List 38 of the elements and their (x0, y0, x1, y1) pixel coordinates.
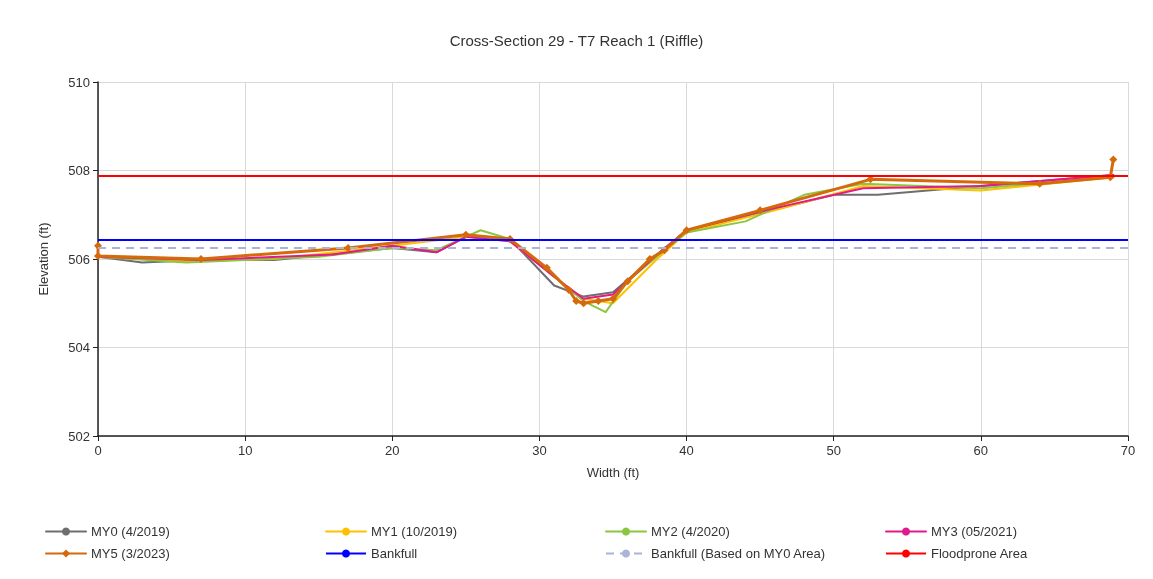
point (623, 277, 632, 286)
x-tick-label: 20 (385, 443, 400, 458)
y-tick-label: 510 (68, 74, 90, 90)
y-axis-title: Elevation (ft) (36, 222, 51, 296)
point (94, 241, 102, 250)
point (609, 294, 617, 303)
point (197, 255, 205, 263)
legend-label: MY2 (4/2020) (651, 524, 730, 539)
legend-label: MY0 (4/2019) (91, 524, 170, 539)
point (579, 299, 588, 308)
legend-label: Bankfull (371, 546, 418, 561)
x-tick-label: 30 (532, 443, 547, 458)
legend-label: Floodprone Area (931, 546, 1028, 561)
legend-label: MY5 (3/2023) (91, 546, 170, 561)
y-tick-label: 504 (68, 340, 90, 355)
chart-title: Cross-Section 29 - T7 Reach 1 (Riffle) (449, 32, 704, 49)
point (564, 285, 573, 294)
legend-label: MY3 (05/2021) (931, 524, 1017, 539)
y-tick-label: 506 (68, 251, 90, 267)
y-tick-label: 502 (68, 428, 90, 444)
legend-label: MY1 (10/2019) (371, 524, 457, 539)
x-tick-label: 0 (94, 443, 102, 458)
legend-label: Bankfull (Based on MY0 Area) (651, 546, 826, 561)
point (1109, 155, 1118, 164)
point (461, 230, 470, 239)
point (682, 226, 691, 235)
x-tick-label: 50 (826, 443, 841, 458)
x-tick-label: 40 (679, 443, 694, 458)
point (572, 297, 581, 306)
x-tick-label: 60 (973, 443, 989, 458)
point (542, 263, 551, 272)
point (756, 206, 765, 215)
point (645, 255, 654, 263)
y-tick-label: 508 (68, 163, 90, 178)
x-tick-label: 10 (237, 443, 253, 458)
x-tick-label: 70 (1120, 443, 1136, 458)
point (594, 297, 603, 306)
x-axis-title: Width (ft) (586, 465, 640, 480)
